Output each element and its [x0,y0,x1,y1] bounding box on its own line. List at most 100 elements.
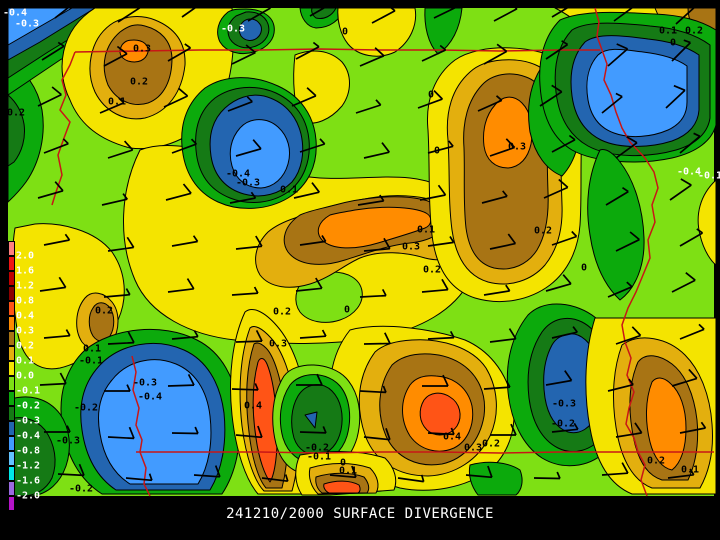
region-SK-orange-core [323,480,361,494]
colorbar-block [8,391,15,406]
colorbar-value: 0.2 [16,340,35,352]
wind-barb [607,43,629,67]
wind-barb [235,425,263,439]
region-center-orange-core [317,206,432,249]
wind-barb [615,326,642,345]
colorbar-block [8,496,15,511]
state-boundaries-layer [51,7,714,497]
wind-barb [171,235,199,247]
wind-barb [171,426,199,435]
wind-barb [167,278,195,293]
chart-title: 241210/2000 SURFACE DIVERGENCE [226,506,494,522]
wind-barb [231,286,259,296]
colorbar-block [8,466,15,481]
colorbar-block [8,316,15,331]
wind-barb [227,96,253,112]
wind-barb [679,323,705,340]
wind-barb [363,332,391,345]
wind-barb [299,329,327,339]
wind-barb [545,370,573,386]
colorbar-value: -0.1 [16,385,41,397]
wind-barb [679,228,703,247]
colorbar-block [8,256,15,271]
colorbar-value: -2.0 [16,490,41,502]
wind-barb [357,194,385,206]
wind-barb [235,139,262,157]
wind-barb [489,138,516,157]
region-topleft-brown [103,24,173,105]
wind-barb [299,426,327,434]
colorbar-block [8,481,15,496]
wind-barb [483,380,511,390]
wind-barb [296,373,323,386]
wind-barb [551,422,579,433]
region-blobD-blue-core [229,119,291,189]
colorbar-block [8,361,15,376]
colorbar-value: 1.2 [16,280,35,292]
wind-barb [551,134,576,153]
colorbar-value: 2.0 [16,250,35,262]
wind-barb [545,40,569,60]
wind-barb [99,97,125,114]
wind-barb [44,425,71,433]
wind-barb [235,235,263,250]
wind-barb [371,5,396,24]
state-boundary-line [136,451,714,454]
wind-barb [37,181,64,199]
region-topcenter-yellow-tongue [337,7,417,57]
wind-barb [299,235,327,246]
wind-barb [231,44,256,65]
region-left-dgreen-band [7,94,25,167]
wind-barb [489,328,517,343]
wind-barb [417,90,444,109]
wind-barb [359,47,385,67]
region-BR-orange-core [646,377,687,471]
wind-barb [229,191,257,204]
colorbar-value: 1.6 [16,265,35,277]
wind-barb [421,278,449,293]
wind-barb [363,237,391,252]
state-boundary-line [637,451,648,497]
colorbar-value: -0.4 [16,430,41,442]
wind-barb [433,0,458,19]
region-blobG-blue-core [586,48,688,138]
wind-barb [427,140,454,154]
colorbar-block [8,286,15,301]
colorbar-block [8,451,15,466]
wind-barb [601,92,623,114]
colorbar-value: 0.0 [16,370,35,382]
wind-barb [539,84,563,107]
wind-barb [669,178,692,201]
wind-barb [163,87,189,108]
wind-barb [171,330,199,340]
wind-barb [57,463,85,477]
wind-barb [261,474,289,483]
wind-barb [103,288,131,298]
wind-barb [101,193,128,206]
wind-barb [483,43,508,65]
wind-barb [671,368,698,387]
wind-barb [551,230,578,246]
wind-barb [107,236,135,252]
wind-barb [107,140,134,159]
colorbar-value: -1.2 [16,460,41,472]
wind-barb [363,428,391,441]
wind-barb [545,274,572,292]
wind-barb [41,41,65,61]
wind-barb [490,423,517,436]
region-blobK-dgreen [291,384,343,456]
wind-barb [43,138,69,154]
region-SE-green [468,461,523,496]
region-blobL-blue [98,359,212,485]
wind-barb [171,138,198,154]
wind-barb [295,277,323,292]
wind-barb [359,385,387,394]
colorbar-block [8,241,15,256]
wind-barb [427,236,455,247]
wind-barb [601,462,629,476]
wind-barb [613,1,636,22]
wind-barb [39,276,67,292]
colorbar-block [8,376,15,391]
